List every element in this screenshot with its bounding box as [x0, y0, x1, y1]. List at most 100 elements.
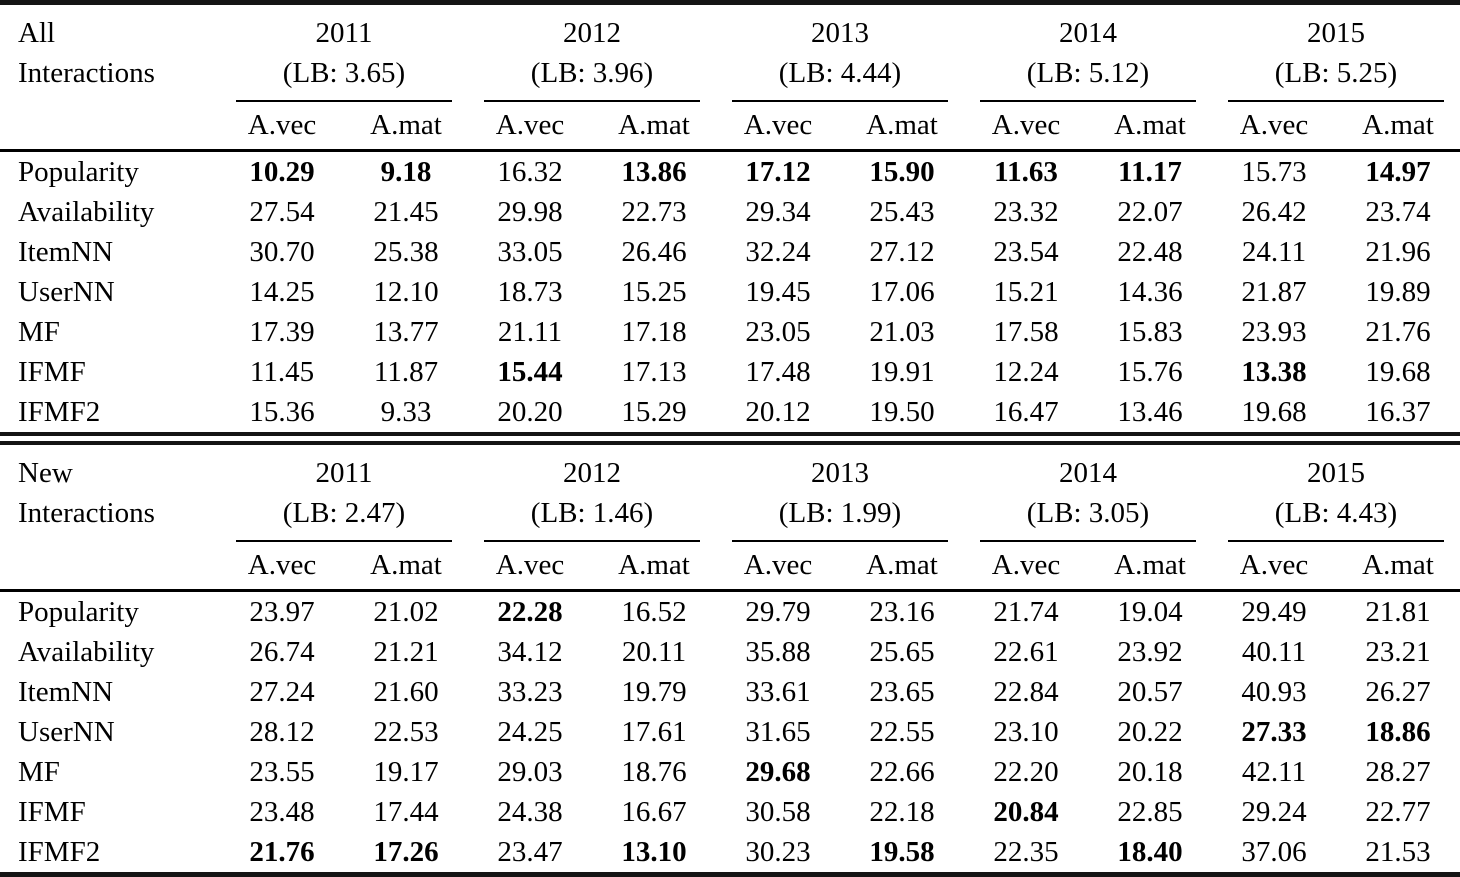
table-row: IFMF2 15.36 9.33 20.20 15.29 20.12 19.50 16.47 1… [0, 392, 1460, 432]
metric-value-cell: 14.97 [1365, 155, 1431, 188]
metric-value-cell: 17.61 [621, 715, 687, 748]
year-label: 2014 [1059, 457, 1117, 489]
matrix-type-header: A.mat [1336, 102, 1460, 152]
matrix-type-header: A.mat [1336, 542, 1460, 592]
metric-value-cell: 33.61 [745, 675, 811, 708]
year-label: 2012 [563, 457, 621, 489]
year-label: 2015 [1307, 17, 1365, 49]
table-row: Popularity 23.97 21.02 22.28 16.52 29.79 23.16… [0, 591, 1460, 633]
metric-value-cell: 32.24 [745, 235, 811, 268]
empty-header-cell [0, 102, 220, 152]
matrix-type-header: A.vec [220, 542, 344, 592]
table-bottom-rule [0, 872, 1460, 877]
metric-value-cell: 33.23 [497, 675, 563, 708]
metric-value-cell: 23.47 [497, 835, 563, 868]
section-new-interactions: New Interactions 2011 (LB: 2.47) 2012 (LB: 1.… [0, 445, 1460, 872]
matrix-type-header: A.mat [840, 102, 964, 152]
metric-value-cell: 19.04 [1117, 595, 1183, 628]
metric-value-cell: 20.12 [745, 395, 811, 428]
metric-value-cell: 23.16 [869, 595, 935, 628]
metric-value-cell: 29.68 [745, 755, 811, 788]
metric-value-cell: 17.06 [869, 275, 935, 308]
metric-value-cell: 23.32 [993, 195, 1059, 228]
lower-bound-label: (LB: 3.65) [282, 57, 406, 89]
method-row-label: IFMF2 [18, 835, 101, 868]
metric-value-cell: 29.24 [1241, 795, 1307, 828]
year-column-header: 2015 (LB: 5.25) [1212, 5, 1460, 102]
metric-value-cell: 20.84 [993, 795, 1059, 828]
metric-value-cell: 16.67 [621, 795, 687, 828]
year-group: 2015 (LB: 4.43) [1228, 453, 1444, 542]
metric-value-cell: 21.21 [373, 635, 439, 668]
metric-value-cell: 26.27 [1365, 675, 1431, 708]
metric-value-cell: 29.79 [745, 595, 811, 628]
metric-value-cell: 22.18 [869, 795, 935, 828]
metric-value-cell: 30.70 [249, 235, 315, 268]
matrix-type-header: A.mat [344, 102, 468, 152]
section-label: All Interactions [18, 13, 220, 93]
metric-value-cell: 27.24 [249, 675, 315, 708]
metric-value-cell: 22.07 [1117, 195, 1183, 228]
metric-value-cell: 40.93 [1241, 675, 1307, 708]
metric-value-cell: 31.65 [745, 715, 811, 748]
metric-value-cell: 16.47 [993, 395, 1059, 428]
metric-value-cell: 24.25 [497, 715, 563, 748]
metric-value-cell: 11.45 [249, 355, 315, 388]
lower-bound-label: (LB: 5.12) [1026, 57, 1150, 89]
year-column-header: 2014 (LB: 3.05) [964, 445, 1212, 542]
metric-value-cell: 13.38 [1241, 355, 1307, 388]
year-group: 2013 (LB: 4.44) [732, 13, 948, 102]
table-top-rule [0, 0, 1460, 5]
metric-value-cell: 15.21 [993, 275, 1059, 308]
metric-value-cell: 19.68 [1241, 395, 1307, 428]
table-row: IFMF 11.45 11.87 15.44 17.13 17.48 19.91 12.24 1… [0, 352, 1460, 392]
metric-value-cell: 16.32 [497, 155, 563, 188]
metric-value-cell: 17.13 [621, 355, 687, 388]
metric-value-cell: 18.40 [1117, 835, 1183, 868]
year-column-header: 2015 (LB: 4.43) [1212, 445, 1460, 542]
metric-value-cell: 28.12 [249, 715, 315, 748]
matrix-type-header: A.mat [840, 542, 964, 592]
metric-value-cell: 13.10 [621, 835, 687, 868]
metric-value-cell: 15.25 [621, 275, 687, 308]
lower-bound-label: (LB: 3.05) [1026, 497, 1150, 529]
matrix-type-header: A.mat [592, 102, 716, 152]
metric-value-cell: 10.29 [249, 155, 315, 188]
year-column-header: 2012 (LB: 3.96) [468, 5, 716, 102]
lower-bound-label: (LB: 4.44) [778, 57, 902, 89]
table-row: ItemNN 30.70 25.38 33.05 26.46 32.24 27.12 23.5… [0, 232, 1460, 272]
section-label-line: New [18, 457, 73, 489]
metric-value-cell: 40.11 [1241, 635, 1307, 668]
year-label: 2013 [811, 17, 869, 49]
metric-value-cell: 15.29 [621, 395, 687, 428]
metric-value-cell: 21.02 [373, 595, 439, 628]
matrix-type-header: A.vec [716, 542, 840, 592]
lower-bound-label: (LB: 1.99) [778, 497, 902, 529]
year-group: 2013 (LB: 1.99) [732, 453, 948, 542]
metric-value-cell: 21.74 [993, 595, 1059, 628]
metric-value-cell: 21.11 [497, 315, 563, 348]
metric-value-cell: 21.76 [1365, 315, 1431, 348]
metric-value-cell: 11.63 [994, 155, 1058, 188]
metric-value-cell: 17.44 [373, 795, 439, 828]
metric-value-cell: 17.26 [373, 835, 439, 868]
metric-value-cell: 23.92 [1117, 635, 1183, 668]
metric-value-cell: 23.10 [993, 715, 1059, 748]
method-row-label: Availability [18, 635, 155, 668]
metric-value-cell: 19.45 [745, 275, 811, 308]
metric-value-cell: 23.55 [249, 755, 315, 788]
metric-value-cell: 18.73 [497, 275, 563, 308]
lower-bound-label: (LB: 2.47) [282, 497, 406, 529]
metric-value-cell: 29.03 [497, 755, 563, 788]
table-row: ItemNN 27.24 21.60 33.23 19.79 33.61 23.65 22.8… [0, 672, 1460, 712]
metric-value-cell: 42.11 [1241, 755, 1307, 788]
matrix-type-header: A.vec [468, 542, 592, 592]
table-row: IFMF2 21.76 17.26 23.47 13.10 30.23 19.58 22.35… [0, 832, 1460, 872]
metric-value-cell: 27.54 [249, 195, 315, 228]
section-label-line: All [18, 17, 56, 49]
matrix-type-header: A.vec [1212, 102, 1336, 152]
lower-bound-label: (LB: 1.46) [530, 497, 654, 529]
matrix-type-header: A.mat [1088, 102, 1212, 152]
metric-value-cell: 15.44 [497, 355, 563, 388]
metric-value-cell: 19.17 [373, 755, 439, 788]
